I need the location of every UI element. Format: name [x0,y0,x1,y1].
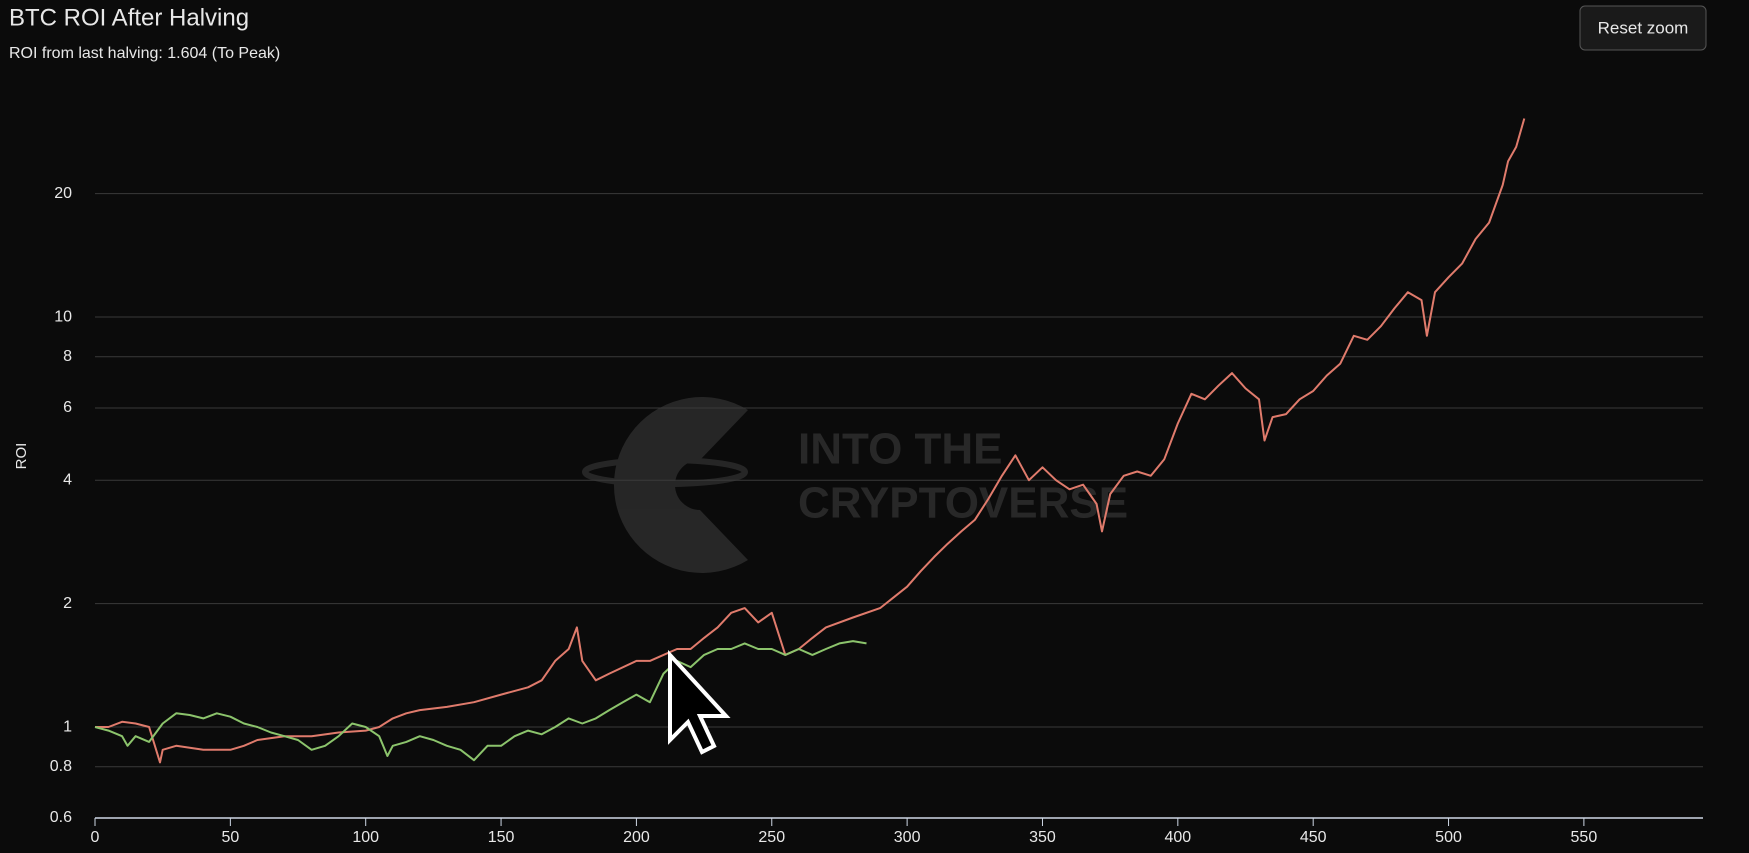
watermark: INTO THE CRYPTOVERSE [582,397,1128,573]
y-tick-label: 4 [63,471,72,488]
x-tick-label: 400 [1164,829,1191,846]
y-tick-label: 1 [63,718,72,735]
series-line [95,118,1526,764]
watermark-text: INTO THE [798,425,1003,474]
y-tick-label: 0.6 [50,809,72,826]
y-tick-label: 0.8 [50,758,72,775]
x-tick-label: 200 [623,829,650,846]
chart-subtitle: ROI from last halving: 1.604 (To Peak) [9,45,280,62]
x-tick-label: 500 [1435,829,1462,846]
series-line [94,640,867,762]
x-tick-label: 0 [91,829,100,846]
y-axis-label: ROI [13,443,30,470]
watermark-ring [582,457,748,487]
y-tick-label: 20 [54,185,72,202]
watermark-logo [613,397,748,573]
reset-zoom-button[interactable]: Reset zoom [1579,5,1707,51]
button-frame[interactable] [1579,5,1707,51]
x-tick-label: 350 [1029,829,1056,846]
x-tick-label: 300 [894,829,921,846]
y-tick-label: 8 [63,348,72,365]
x-tick-label: 50 [221,829,239,846]
mouse-cursor [668,649,731,755]
x-tick-label: 550 [1571,829,1598,846]
y-tick-label: 2 [63,595,72,612]
y-tick-label: 6 [63,399,72,416]
x-tick-label: 250 [758,829,785,846]
button-label[interactable]: Reset zoom [1598,18,1689,37]
x-tick-label: 100 [352,829,379,846]
x-tick-label: 450 [1300,829,1327,846]
chart-title: BTC ROI After Halving [9,4,249,31]
watermark-text: CRYPTOVERSE [798,479,1128,528]
y-tick-label: 10 [54,308,72,325]
x-tick-label: 150 [488,829,515,846]
